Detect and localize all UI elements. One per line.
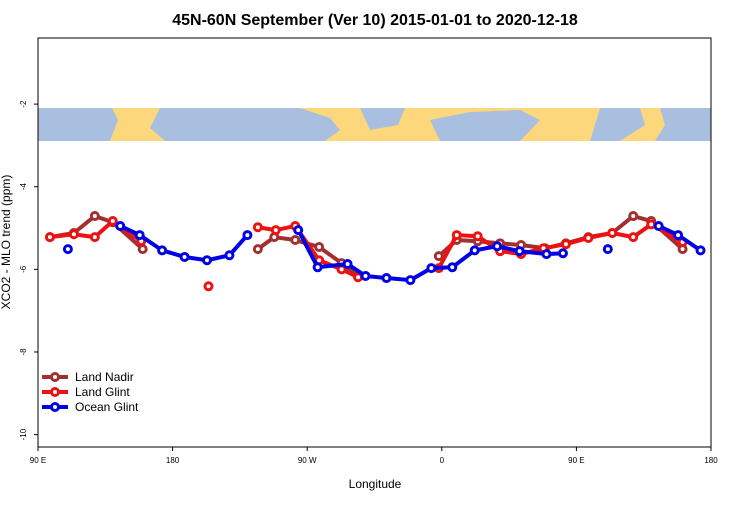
map-band (38, 108, 711, 141)
x-tick-label: 90 E (30, 456, 46, 465)
point (314, 242, 325, 253)
map-ocean (38, 108, 118, 141)
point (134, 230, 145, 241)
point (157, 245, 168, 256)
point (89, 211, 100, 222)
point (405, 275, 416, 286)
point (293, 225, 304, 236)
x-tick-label: 90 W (298, 456, 317, 465)
series (62, 220, 706, 286)
legend-marker (50, 372, 60, 382)
point (89, 232, 100, 243)
legend-label: Land Nadir (75, 370, 134, 384)
point (342, 258, 353, 269)
y-axis-label: XCO2 - MLO trend (ppm) (0, 175, 13, 310)
point (695, 245, 706, 256)
x-tick-label: 90 E (568, 456, 584, 465)
point (44, 232, 55, 243)
point (602, 244, 613, 255)
point (381, 273, 392, 284)
point (242, 230, 253, 241)
legend-marker (50, 402, 60, 412)
point (201, 255, 212, 266)
point (203, 281, 214, 292)
point (560, 239, 571, 250)
point (447, 262, 458, 273)
point (115, 220, 126, 231)
point (62, 244, 73, 255)
chart-title: 45N-60N September (Ver 10) 2015-01-01 to… (172, 12, 578, 29)
map-ocean (590, 108, 645, 141)
point (252, 222, 263, 233)
point (607, 227, 618, 238)
point (433, 251, 444, 262)
legend-label: Land Glint (75, 385, 130, 399)
y-tick-label: -6 (19, 265, 28, 273)
point (653, 220, 664, 231)
x-tick-label: 180 (166, 456, 180, 465)
x-tick-label: 180 (704, 456, 718, 465)
legend-marker (50, 387, 60, 397)
point (360, 270, 371, 281)
point (492, 241, 503, 252)
point (290, 235, 301, 246)
map-ocean (360, 108, 405, 130)
point (107, 216, 118, 227)
point (557, 248, 568, 259)
point (224, 250, 235, 261)
point (514, 246, 525, 257)
point (68, 229, 79, 240)
y-tick-label: -4 (19, 183, 28, 191)
legend-label: Ocean Glint (75, 400, 139, 414)
point (628, 232, 639, 243)
point (270, 225, 281, 236)
y-tick-label: -2 (19, 100, 28, 108)
point (628, 211, 639, 222)
point (312, 262, 323, 273)
point (472, 231, 483, 242)
point (646, 219, 657, 230)
plot-frame (37, 37, 712, 448)
point (541, 249, 552, 260)
map-ocean (655, 108, 711, 141)
y-tick-label: -8 (19, 348, 28, 356)
map-ocean (150, 108, 340, 141)
point (469, 245, 480, 256)
point (673, 230, 684, 241)
point (179, 251, 190, 262)
point (252, 244, 263, 255)
point (451, 230, 462, 241)
point (583, 232, 594, 243)
x-axis-label: Longitude (349, 477, 402, 491)
y-tick-label: -10 (19, 428, 28, 440)
map-ocean (430, 110, 540, 141)
point (426, 263, 437, 274)
x-tick-label: 0 (440, 456, 445, 465)
point (137, 244, 148, 255)
